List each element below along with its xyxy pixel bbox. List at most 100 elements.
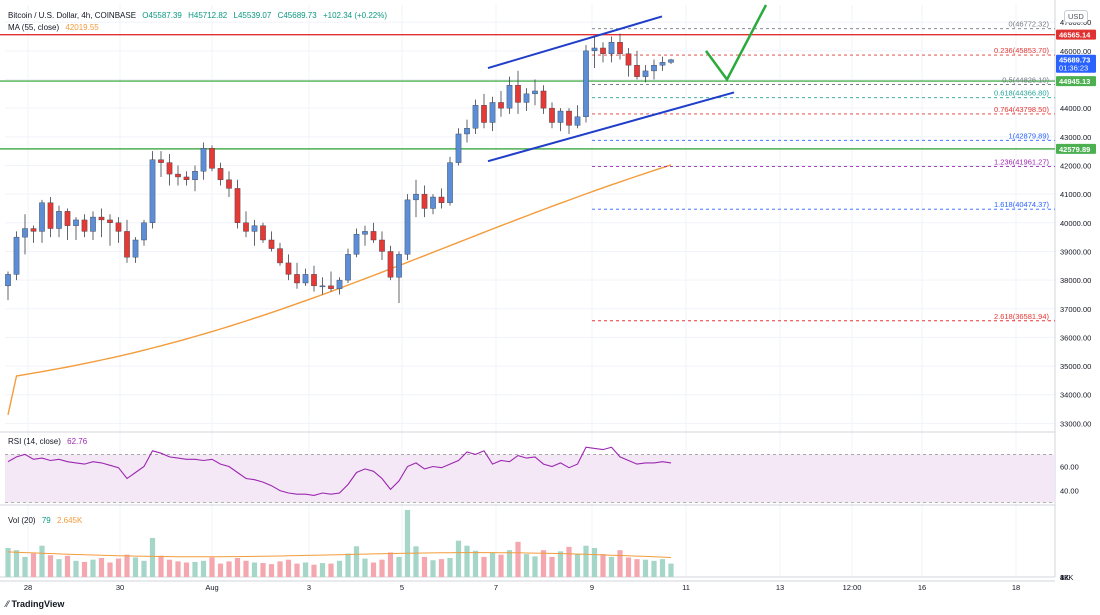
candle xyxy=(464,128,470,135)
time-tick-label: 28 xyxy=(24,583,32,592)
volume-ma-line xyxy=(7,551,672,558)
price-tick-label: 46000.00 xyxy=(1060,47,1091,56)
ohlc-close: C45689.73 xyxy=(277,11,317,20)
volume-bar xyxy=(421,556,428,577)
fib-level-label: 0(46772.32) xyxy=(1009,20,1050,29)
ma-header[interactable]: MA (55, close) 42019.55 xyxy=(8,23,103,32)
candle xyxy=(251,225,258,232)
volume-bar xyxy=(464,545,470,577)
candle xyxy=(362,231,368,235)
volume-tick-label: 4K xyxy=(1060,573,1069,582)
candle xyxy=(56,211,62,229)
candle xyxy=(455,133,462,163)
candle xyxy=(22,228,28,238)
volume-bar xyxy=(557,551,564,577)
volume-bar xyxy=(668,563,674,577)
candle xyxy=(421,193,428,209)
candle xyxy=(634,64,640,77)
price-tick-label: 35000.00 xyxy=(1060,362,1091,371)
volume-bar xyxy=(260,563,266,577)
volume-bar xyxy=(472,550,479,577)
candle xyxy=(566,110,572,126)
volume-bar xyxy=(251,562,258,577)
time-tick-label: 16 xyxy=(918,583,926,592)
time-tick-label: 9 xyxy=(590,583,594,592)
candle xyxy=(353,234,360,255)
volume-bar xyxy=(285,559,292,577)
rsi-header[interactable]: RSI (14, close) 62.76 xyxy=(8,437,91,446)
candle xyxy=(285,262,292,275)
candle xyxy=(39,202,45,232)
candle xyxy=(209,148,215,169)
fib-level-label: 1.236(41961.27) xyxy=(994,158,1050,167)
channel-upper-line xyxy=(487,15,663,70)
candle xyxy=(532,90,538,95)
ohlc-low: L45539.07 xyxy=(233,11,272,20)
candle xyxy=(574,116,581,126)
volume-bar xyxy=(81,561,88,577)
candle xyxy=(404,199,411,255)
volume-tick-label: 12K xyxy=(1060,573,1073,582)
time-tick-label: 18 xyxy=(1012,583,1020,592)
candle xyxy=(277,248,283,264)
resistance-price-tag: 46565.14 xyxy=(1059,31,1091,40)
volume-header[interactable]: Vol (20) 79 2.645K xyxy=(8,516,86,525)
last-price-tag-countdown: 01:36:23 xyxy=(1059,64,1088,73)
candle xyxy=(659,62,666,66)
volume-bar xyxy=(506,550,513,577)
candle xyxy=(141,222,147,241)
volume-bar xyxy=(294,563,300,577)
candle xyxy=(132,239,139,258)
candle xyxy=(115,222,122,232)
support-lower-price-tag-bg xyxy=(1056,143,1096,154)
volume-label: Vol (20) xyxy=(8,516,36,525)
price-tick-label: 43000.00 xyxy=(1060,133,1091,142)
candle xyxy=(370,231,377,241)
volume-bar xyxy=(396,556,402,577)
fib-level-label: 0.764(43798.50) xyxy=(994,105,1050,114)
candle xyxy=(226,179,232,189)
rsi-line xyxy=(7,446,672,496)
volume-bar xyxy=(540,550,547,577)
candle xyxy=(591,47,598,52)
volume-bar xyxy=(498,554,504,577)
ohlc-open: O45587.39 xyxy=(142,11,182,20)
candle xyxy=(294,274,300,284)
rsi-band xyxy=(5,454,1055,503)
candle xyxy=(506,85,513,109)
candle xyxy=(540,90,547,109)
candle xyxy=(583,50,589,117)
currency-button[interactable]: USD xyxy=(1064,10,1088,23)
candle xyxy=(549,107,555,123)
volume-tick-label: 8K xyxy=(1060,573,1069,582)
rsi-value: 62.76 xyxy=(67,437,88,446)
volume-bar xyxy=(183,562,190,577)
rsi-tick-label: 60.00 xyxy=(1060,462,1079,471)
candle xyxy=(149,159,156,223)
candle xyxy=(217,168,224,181)
tradingview-logo[interactable]: ⁄⁄ TradingView xyxy=(6,599,64,609)
volume-bar xyxy=(209,557,215,577)
volume-bar xyxy=(98,558,105,577)
volume-bar xyxy=(268,564,275,577)
candle xyxy=(608,42,615,54)
candle xyxy=(302,274,309,284)
volume-bar xyxy=(566,546,572,577)
volume-bar xyxy=(659,559,666,577)
candle xyxy=(447,162,453,203)
candle xyxy=(515,85,521,103)
candle xyxy=(328,285,334,289)
volume-bar xyxy=(447,558,453,577)
volume-value-2: 2.645K xyxy=(56,516,83,525)
volume-bar xyxy=(30,553,37,577)
price-tick-label: 33000.00 xyxy=(1060,419,1091,428)
rsi-tick-label: 40.00 xyxy=(1060,487,1079,496)
candle xyxy=(124,231,130,258)
time-tick-label: 30 xyxy=(116,583,124,592)
volume-bar xyxy=(489,552,496,577)
volume-bar xyxy=(47,555,54,577)
support-upper-price-tag-bg xyxy=(1056,76,1096,87)
candle xyxy=(64,211,71,226)
candle xyxy=(5,274,11,287)
